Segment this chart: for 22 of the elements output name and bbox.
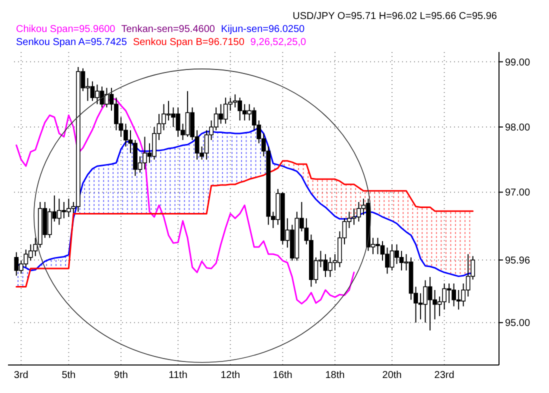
text: Senkou Span A=95.7425 [16, 37, 128, 48]
line-series [16, 160, 474, 288]
y-tick-label: 98.00 [505, 122, 530, 134]
text: Chikou Span=95.9600 [16, 24, 116, 35]
text: Kijun-sen=96.0250 [220, 24, 306, 35]
x-tick-label: 18th [325, 370, 345, 381]
y-tick-label: 97.00 [505, 188, 530, 199]
text: Tenkan-sen=95.4600 [121, 24, 216, 35]
y-tick-label: 95.96 [505, 256, 530, 267]
x-tick-label: 9th [114, 370, 128, 381]
x-tick-label: 11th [168, 370, 188, 381]
x-tick-label: 3rd [14, 370, 28, 381]
x-tick-label: 20th [382, 370, 402, 381]
x-tick-label: 5th [62, 370, 76, 381]
y-tick-label: 99.00 [505, 57, 530, 68]
text: 9,26,52,25,0 [250, 37, 306, 48]
x-tick-label: 16th [272, 370, 292, 381]
text: Senkou Span B=96.7150 [132, 37, 245, 48]
chart-title: USD/JPY O=95.71 H=96.02 L=95.66 C=95.96 [292, 11, 498, 22]
x-tick-label: 23rd [434, 370, 454, 381]
x-tick-label: 12th [220, 370, 240, 381]
y-tick-label: 95.00 [505, 318, 530, 330]
